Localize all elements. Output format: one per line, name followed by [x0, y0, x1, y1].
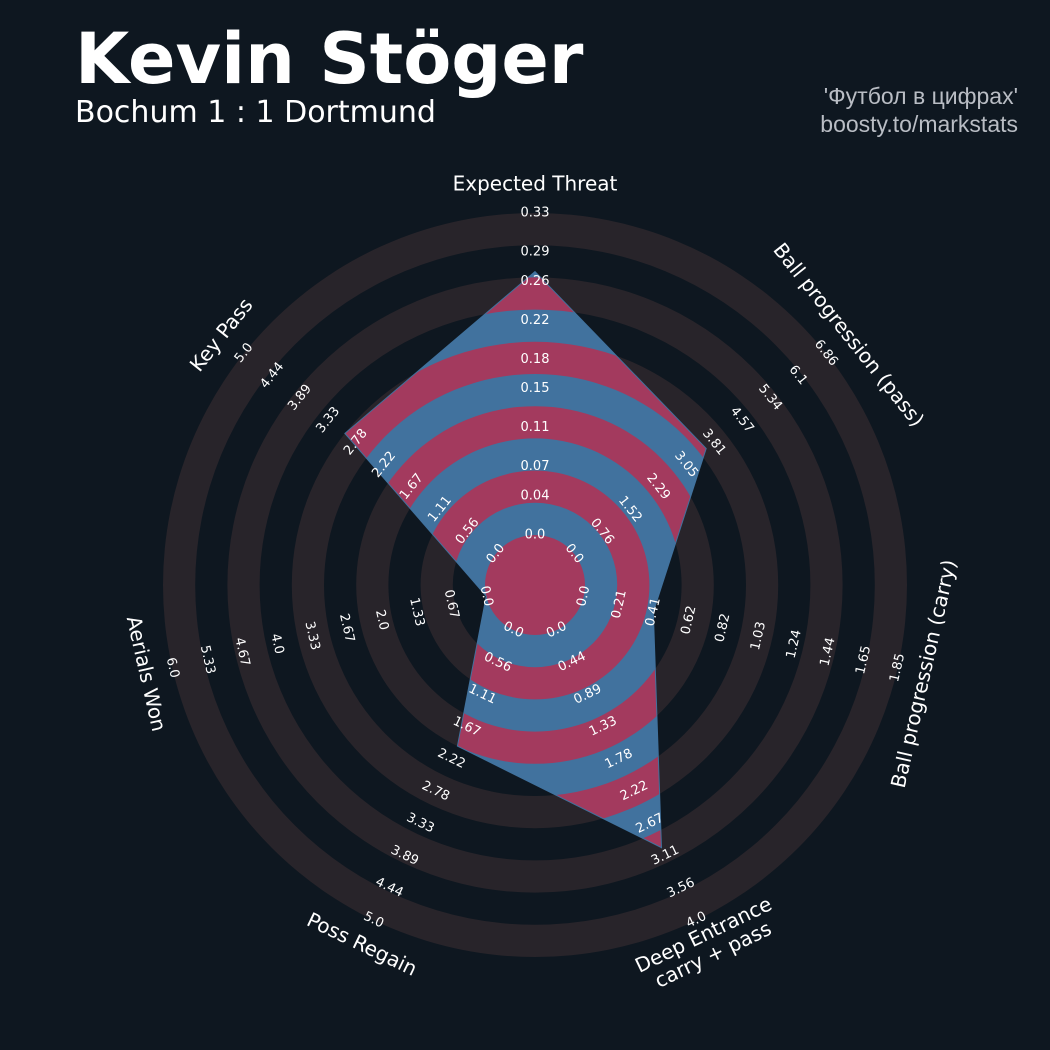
tick-label: 2.0	[372, 608, 391, 632]
tick-label: 1.65	[853, 644, 874, 676]
tick-label: 3.33	[301, 620, 322, 652]
tick-label: 0.0	[574, 584, 593, 608]
tick-label: 4.0	[267, 632, 286, 656]
tick-label: 0.04	[521, 488, 550, 503]
tick-label: 0.0	[525, 528, 546, 543]
tick-label: 0.33	[521, 206, 550, 221]
tick-label: 0.15	[521, 381, 550, 396]
tick-label: 2.67	[336, 612, 357, 644]
chart-title: Kevin Stöger	[75, 18, 584, 100]
tick-label: 0.21	[609, 588, 630, 620]
tick-label: 6.0	[163, 656, 182, 680]
tick-label: 0.0	[477, 584, 496, 608]
axis-label: Aerials Won	[122, 614, 172, 734]
tick-label: 0.22	[521, 313, 550, 328]
tick-label: 0.26	[521, 274, 550, 289]
tick-label: 1.03	[748, 620, 769, 652]
tick-label: 0.29	[521, 245, 550, 260]
tick-label: 0.62	[678, 604, 699, 636]
tick-label: 0.11	[521, 420, 550, 435]
tick-label: 4.67	[231, 636, 252, 668]
credit: boosty.to/markstats	[820, 111, 1018, 137]
tick-label: 0.67	[441, 588, 462, 620]
tick-label: 5.33	[197, 644, 218, 676]
tick-label: 1.24	[784, 628, 805, 660]
tick-label: 1.85	[887, 652, 908, 684]
tick-label: 0.41	[643, 596, 664, 628]
chart-subtitle: Bochum 1 : 1 Dortmund	[75, 95, 436, 130]
radar-area	[344, 270, 707, 849]
tick-label: 0.07	[521, 459, 550, 474]
tick-label: 1.33	[406, 596, 427, 628]
tick-label: 1.44	[818, 636, 839, 668]
tick-label: 0.18	[521, 352, 550, 367]
tick-label: 0.82	[712, 612, 733, 644]
axis-label: Expected Threat	[453, 172, 618, 196]
credit: 'Футбол в цифрах'	[824, 83, 1018, 109]
ring-center	[485, 535, 585, 635]
